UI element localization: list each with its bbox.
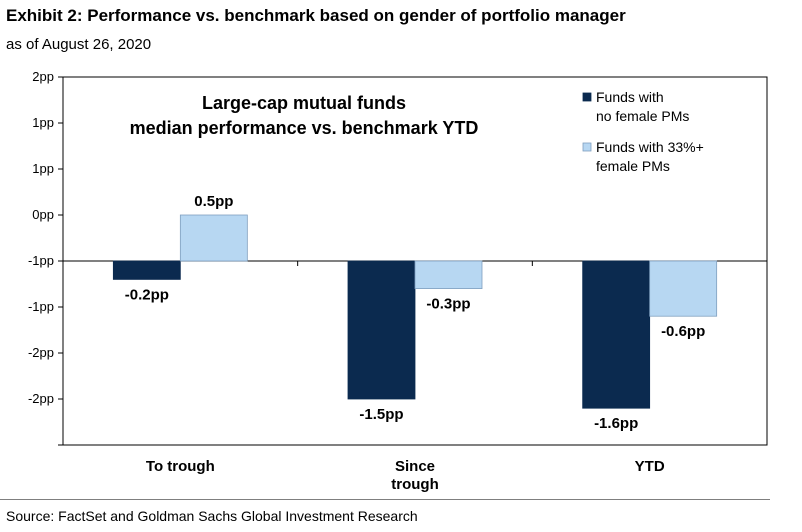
y-tick-label: 1pp (32, 115, 54, 130)
bar-female-33-plus-1 (414, 260, 483, 290)
legend-label: Funds with 33%+ (596, 139, 704, 155)
category-label: YTD (635, 458, 665, 475)
y-tick-label: 2pp (32, 69, 54, 84)
bar-no-female-pms-2 (582, 260, 651, 409)
category-label: To trough (146, 458, 215, 475)
data-label: -0.3pp (426, 296, 470, 313)
exhibit-subtitle: as of August 26, 2020 (6, 36, 152, 53)
exhibit-title: Exhibit 2: Performance vs. benchmark bas… (6, 6, 626, 25)
bar-no-female-pms-0 (112, 260, 181, 280)
data-label: -1.5pp (359, 406, 403, 423)
y-tick-label: -1pp (28, 253, 54, 268)
data-label: -0.2pp (125, 286, 169, 303)
chart-title: median performance vs. benchmark YTD (130, 118, 479, 138)
legend-label: Funds with (596, 89, 664, 105)
chart-title: Large-cap mutual funds (202, 93, 406, 113)
y-tick-label: 0pp (32, 207, 54, 222)
source-note: Source: FactSet and Goldman Sachs Global… (6, 508, 418, 524)
bar-female-33-plus-2 (649, 260, 718, 317)
y-tick-label: -2pp (28, 391, 54, 406)
legend-swatch (582, 142, 592, 152)
y-tick-label: 1pp (32, 161, 54, 176)
data-label: 0.5pp (194, 193, 233, 210)
legend-swatch (582, 92, 592, 102)
category-label: Since (395, 458, 435, 475)
bar-female-33-plus-0 (179, 214, 248, 262)
data-label: -0.6pp (661, 323, 705, 340)
y-tick-label: -2pp (28, 345, 54, 360)
legend-label: no female PMs (596, 108, 689, 124)
legend-label: female PMs (596, 158, 670, 174)
source-divider (0, 499, 770, 500)
category-label: trough (391, 476, 438, 493)
data-label: -1.6pp (594, 415, 638, 432)
y-tick-label: -1pp (28, 299, 54, 314)
bar-chart: 2pp 1pp 1pp 0pp -1pp -1pp -2pp -2pp -0.2pp 0.5pp T… (28, 69, 768, 493)
bar-no-female-pms-1 (347, 260, 416, 400)
